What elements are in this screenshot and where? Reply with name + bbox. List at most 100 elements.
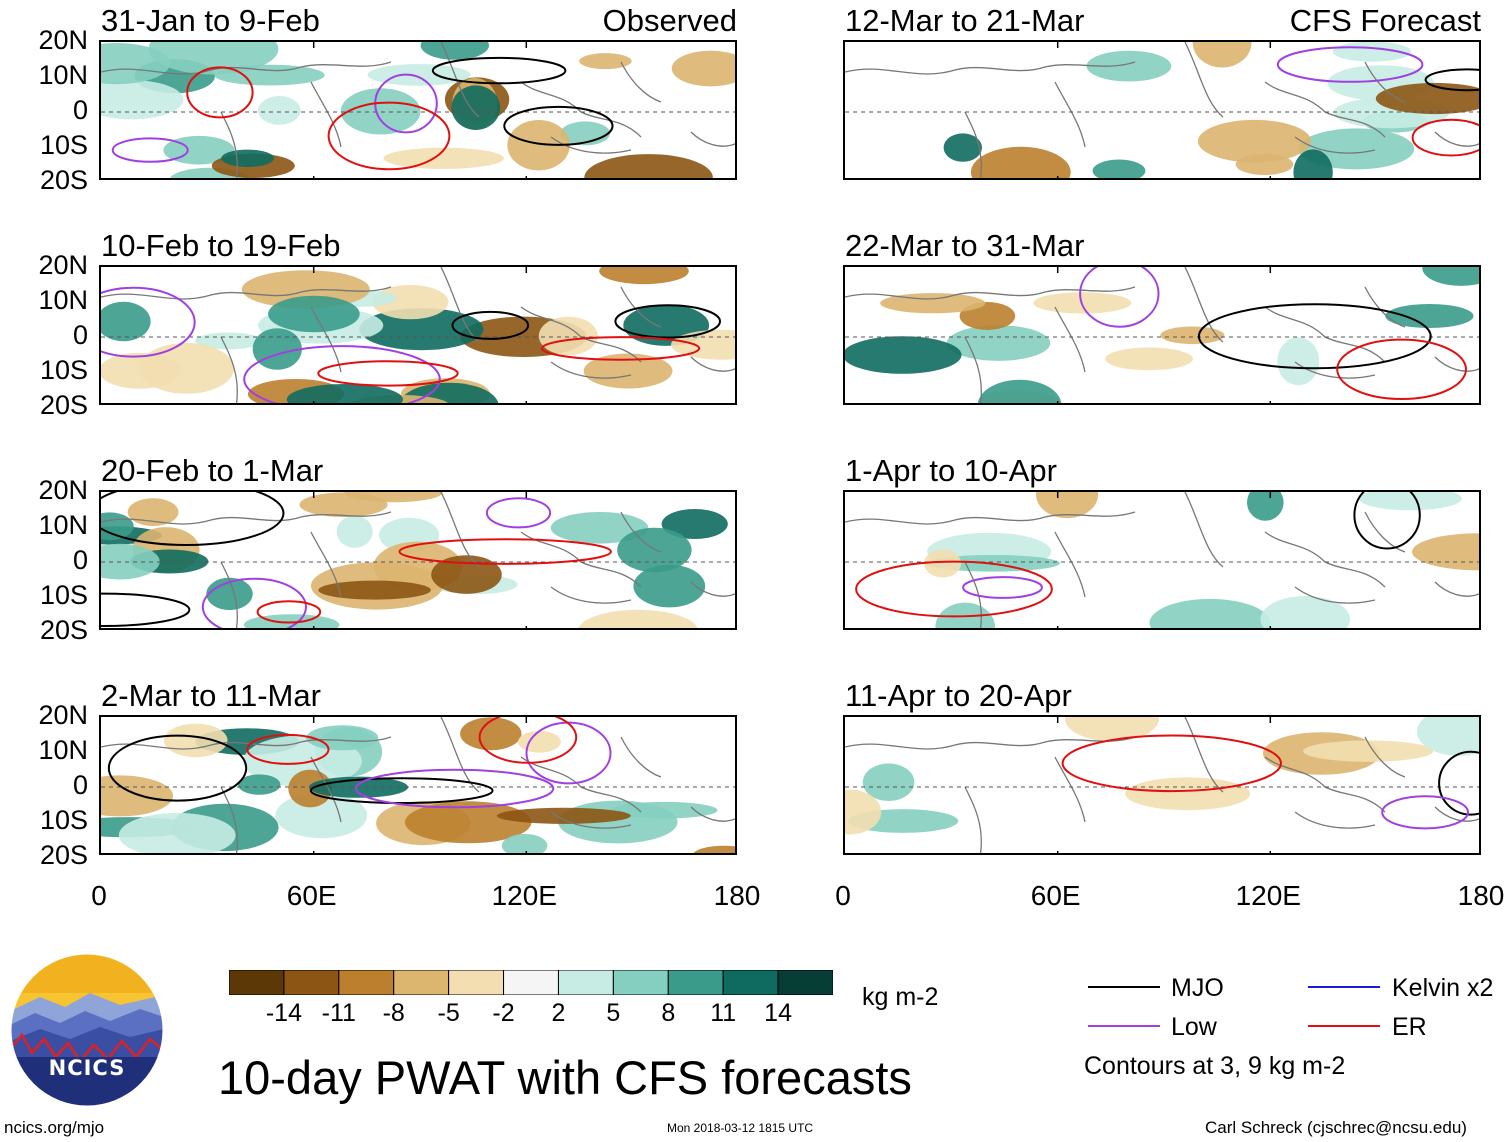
pwat-anomaly-blob (404, 801, 532, 844)
legend-note: Contours at 3, 9 kg m-2 (1084, 1052, 1346, 1080)
pwat-field (845, 492, 1479, 628)
wave-contour (451, 310, 530, 340)
pwat-anomaly-blob (286, 384, 403, 403)
legend-label-mjo: MJO (1171, 974, 1224, 1002)
pwat-anomaly-blob (693, 845, 735, 853)
colorbar-tick-label: -14 (265, 999, 302, 1027)
wave-contour (246, 733, 330, 765)
pwat-anomaly-blob (101, 301, 151, 342)
wave-contour (503, 105, 614, 146)
colorbar-units: kg m-2 (862, 983, 939, 1011)
pwat-field (845, 267, 1479, 403)
pwat-anomaly-blob (578, 609, 698, 628)
panel-title: 11-Apr to 20-Apr (845, 678, 1072, 713)
pwat-anomaly-blob (633, 564, 706, 608)
pwat-anomaly-blob (1160, 326, 1225, 345)
wave-contour (107, 734, 248, 802)
pwat-anomaly-blob (1197, 119, 1312, 163)
pwat-anomaly-blob (214, 64, 325, 86)
figure-title: 10-day PWAT with CFS forecasts (218, 1051, 912, 1104)
wave-contour (317, 360, 459, 387)
pwat-anomaly-blob (1192, 42, 1252, 68)
lat-tick-label: 20N (38, 25, 88, 55)
pwat-anomaly-blob (496, 807, 631, 824)
wave-contour (485, 497, 552, 529)
pwat-field (845, 717, 1479, 853)
pwat-anomaly-blob (584, 154, 713, 178)
pwat-anomaly-blob (1247, 492, 1284, 521)
pwat-anomaly-blob (617, 527, 692, 573)
map-panel (99, 715, 737, 855)
panel-title: 2-Mar to 11-Mar (101, 678, 321, 713)
pwat-anomaly-blob (550, 512, 649, 544)
pwat-anomaly-blob (1375, 82, 1479, 115)
colorbar-tick-label: -11 (321, 999, 356, 1027)
panel-title: 20-Feb to 1-Mar (101, 453, 324, 488)
pwat-anomaly-blob (1260, 596, 1350, 628)
wave-contour (525, 721, 612, 785)
pwat-anomaly-blob (845, 336, 962, 374)
pwat-anomaly-blob (583, 353, 673, 389)
pwat-anomaly-blob (340, 88, 421, 135)
pwat-anomaly-blob (460, 717, 522, 751)
pwat-anomaly-blob (118, 812, 236, 853)
website-link[interactable]: ncics.org/mjo (4, 1118, 105, 1137)
pwat-anomaly-blob (970, 146, 1071, 178)
pwat-anomaly-blob (1416, 717, 1479, 756)
colorbar-boxes (228, 969, 834, 996)
pwat-anomaly-blob (671, 50, 735, 87)
colorbar-tick-label: 14 (764, 999, 792, 1027)
legend-label-low: Low (1171, 1013, 1217, 1041)
pwat-anomaly-blob (1036, 492, 1099, 519)
lon-tick-label: 120E (1235, 880, 1301, 911)
wave-contour (101, 592, 191, 627)
colorbar-box (228, 969, 285, 996)
pwat-anomaly-blob (946, 325, 1051, 361)
pwat-anomaly-blob (924, 549, 962, 578)
wave-contour (243, 345, 441, 403)
wave-contour (101, 286, 196, 358)
pwat-anomaly-blob (599, 267, 689, 285)
pwat-anomaly-blob (101, 775, 174, 817)
colorbar-box (448, 969, 505, 996)
colorbar-box (338, 969, 395, 996)
colorbar-box (612, 969, 669, 996)
pwat-anomaly-blob (538, 316, 598, 356)
lat-tick-label: 10S (39, 580, 88, 610)
wave-contour (855, 560, 1053, 618)
wave-contour (1061, 734, 1282, 793)
colorbar-box (777, 969, 834, 996)
pwat-anomaly-blob (258, 96, 301, 125)
pwat-anomaly-blob (420, 42, 489, 60)
pwat-anomaly-blob (1359, 492, 1462, 511)
lat-tick-label: 20N (38, 475, 88, 505)
pwat-anomaly-blob (372, 284, 449, 320)
colorbar-box (503, 969, 559, 996)
pwat-anomaly-blob (862, 763, 915, 801)
timestamp: Mon 2018-03-12 1815 UTC (667, 1121, 814, 1135)
wave-contour (540, 336, 701, 361)
colorbar-box (283, 969, 340, 996)
pwat-field (101, 717, 735, 853)
panel-title: 1-Apr to 10-Apr (845, 453, 1057, 488)
pwat-anomaly-blob (1422, 267, 1479, 286)
logo-text: NCICS (48, 1056, 126, 1080)
pwat-anomaly-blob (1277, 337, 1320, 386)
pwat-anomaly-blob (451, 85, 501, 130)
wave-contour (354, 768, 555, 809)
lat-tick-label: 0 (72, 545, 88, 575)
pwat-anomaly-blob (367, 64, 471, 86)
pwat-anomaly-blob (507, 120, 570, 171)
wave-contour (1197, 303, 1432, 370)
pwat-anomaly-blob (306, 725, 379, 751)
pwat-anomaly-blob (299, 492, 388, 517)
colorbar-box (667, 969, 724, 996)
pwat-anomaly-blob (977, 379, 1062, 403)
panel-tag: Observed (602, 3, 737, 38)
lat-tick-label: 20S (39, 615, 88, 645)
pwat-anomaly-blob (579, 53, 632, 70)
lat-tick-label: 0 (72, 320, 88, 350)
pwat-anomaly-blob (237, 774, 281, 795)
colorbar-box (722, 969, 779, 996)
wave-contour (478, 717, 578, 764)
